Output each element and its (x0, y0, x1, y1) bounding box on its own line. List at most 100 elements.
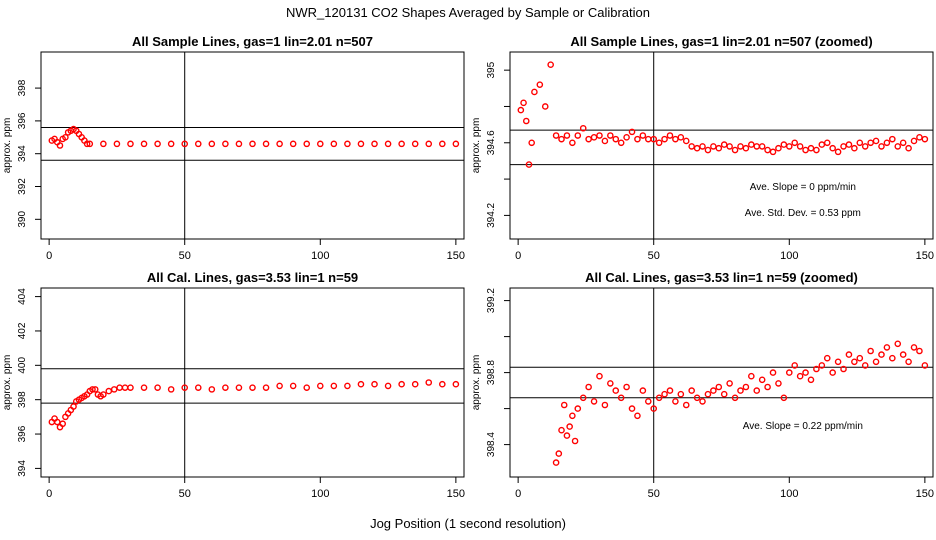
panel-title: All Cal. Lines, gas=3.53 lin=1 n=59 (zoo… (585, 270, 858, 285)
data-point (330, 382, 338, 390)
data-point (677, 134, 685, 141)
data-point (840, 143, 847, 150)
data-point (601, 401, 609, 409)
data-point (916, 347, 923, 355)
data-point (775, 380, 782, 387)
data-point (552, 459, 560, 466)
data-point (398, 380, 405, 388)
data-point (70, 403, 77, 410)
data-point (563, 432, 571, 439)
data-point (59, 420, 66, 428)
data-point (574, 132, 582, 139)
data-point (672, 135, 679, 143)
data-point (579, 124, 587, 132)
y-tick-label: 399.2 (486, 288, 497, 313)
data-point (818, 362, 826, 369)
data-point (617, 394, 625, 402)
data-point (83, 140, 91, 148)
data-point (607, 380, 614, 387)
data-point (222, 384, 229, 391)
data-point (105, 387, 113, 395)
data-point (563, 132, 571, 139)
chart-panel-1: All Sample Lines, gas=1 lin=2.01 n=507 0 5… (2, 34, 465, 262)
data-point (823, 354, 831, 362)
data-point (289, 382, 297, 390)
data-point (235, 140, 243, 148)
data-point (560, 401, 568, 409)
x-tick-label: 0 (515, 488, 521, 500)
panel-title: All Sample Lines, gas=1 lin=2.01 n=507 (132, 34, 373, 49)
data-point (899, 351, 907, 358)
data-point (661, 135, 668, 143)
chart-panel-3: All Cal. Lines, gas=3.53 lin=1 n=59 0 50 10… (2, 270, 465, 500)
data-point (769, 369, 777, 376)
data-point (699, 143, 706, 150)
data-point (439, 380, 446, 388)
data-point (623, 134, 630, 141)
data-point (851, 358, 858, 366)
data-point (590, 398, 598, 405)
data-point (569, 139, 576, 147)
y-axis-label: approx. ppm (2, 355, 13, 411)
y-tick-label: 400 (17, 357, 28, 374)
data-point (894, 143, 902, 150)
data-point (807, 144, 815, 152)
y-tick-label: 396 (17, 112, 28, 129)
data-point (303, 384, 311, 391)
x-tick-label: 100 (780, 250, 798, 262)
data-point (688, 387, 695, 394)
data-point (748, 141, 755, 148)
data-point (612, 135, 620, 143)
data-point (889, 135, 896, 143)
data-point (704, 146, 712, 154)
chart-panel-2: All Sample Lines, gas=1 lin=2.01 n=507 (… (471, 34, 934, 262)
y-tick-label: 398 (17, 391, 28, 408)
panel-annotation: Ave. Std. Dev. = 0.53 ppm (745, 208, 861, 219)
data-point (753, 387, 761, 394)
data-point (813, 146, 820, 154)
data-point (715, 383, 723, 391)
data-point (785, 369, 793, 376)
x-tick-label: 150 (447, 488, 465, 500)
data-point (661, 390, 668, 398)
data-point (845, 141, 853, 148)
data-point (522, 117, 530, 125)
y-tick-label: 390 (17, 211, 28, 228)
data-point (731, 394, 739, 402)
data-point (623, 383, 630, 391)
data-point (921, 362, 929, 369)
data-point (452, 380, 460, 388)
data-point (785, 143, 793, 150)
data-point (710, 143, 717, 150)
data-point (289, 140, 297, 148)
data-point (916, 134, 923, 141)
data-point (411, 140, 419, 148)
x-tick-label: 0 (46, 488, 52, 500)
data-point (194, 140, 202, 148)
data-point (758, 143, 766, 150)
data-point (726, 143, 733, 150)
data-point (693, 144, 701, 152)
data-point (791, 362, 799, 369)
data-point (181, 140, 189, 148)
data-point (121, 384, 129, 391)
data-point (384, 140, 392, 148)
data-point (872, 358, 880, 366)
data-point (596, 132, 603, 139)
data-point (371, 380, 378, 388)
data-point (558, 426, 565, 434)
data-point (737, 387, 744, 394)
data-point (357, 140, 365, 148)
data-point (829, 369, 836, 376)
data-point (140, 140, 148, 148)
plot-frame (509, 51, 934, 240)
data-point (731, 146, 739, 154)
data-point (235, 384, 243, 391)
data-point (796, 143, 804, 150)
data-point (655, 394, 663, 402)
data-point (634, 412, 641, 420)
x-tick-label: 50 (179, 250, 191, 262)
data-point (910, 137, 918, 145)
data-point (53, 418, 61, 426)
